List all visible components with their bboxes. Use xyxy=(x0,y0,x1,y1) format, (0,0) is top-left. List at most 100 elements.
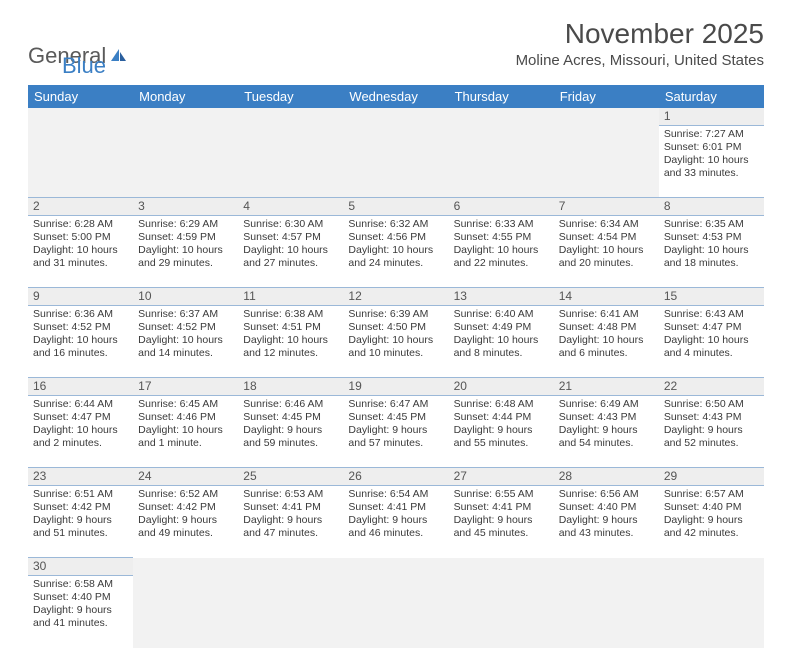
label: Daylight: xyxy=(664,244,708,256)
label: Daylight: xyxy=(348,424,392,436)
value: 6:57 AM xyxy=(705,488,744,500)
day-detail-cell: Sunrise: 6:41 AMSunset: 4:48 PMDaylight:… xyxy=(554,306,659,378)
label: Sunset: xyxy=(243,321,282,333)
weekday-header: Saturday xyxy=(659,85,764,108)
value: 4:43 PM xyxy=(597,411,636,423)
label: Daylight: xyxy=(664,514,708,526)
day-number-cell: 29 xyxy=(659,468,764,486)
label: Daylight: xyxy=(348,244,392,256)
label: Daylight: xyxy=(454,514,498,526)
label: Sunrise: xyxy=(348,218,389,230)
value: 5:00 PM xyxy=(72,231,111,243)
day-number-cell: 13 xyxy=(449,288,554,306)
value: 4:56 PM xyxy=(387,231,426,243)
day-number-cell: 4 xyxy=(238,198,343,216)
day-detail-cell: Sunrise: 6:50 AMSunset: 4:43 PMDaylight:… xyxy=(659,396,764,468)
label: Sunset: xyxy=(664,501,703,513)
label: Sunrise: xyxy=(138,308,179,320)
value: 4:46 PM xyxy=(177,411,216,423)
value: 6:46 AM xyxy=(285,398,324,410)
value: 6:41 AM xyxy=(600,308,639,320)
day-number-cell: 7 xyxy=(554,198,659,216)
day-number-cell: 16 xyxy=(28,378,133,396)
label: Daylight: xyxy=(33,334,77,346)
value: 6:43 AM xyxy=(705,308,744,320)
day-number-cell: 21 xyxy=(554,378,659,396)
day-detail-cell: Sunrise: 6:30 AMSunset: 4:57 PMDaylight:… xyxy=(238,216,343,288)
value: 4:57 PM xyxy=(282,231,321,243)
weekday-header-row: SundayMondayTuesdayWednesdayThursdayFrid… xyxy=(28,85,764,108)
label: Daylight: xyxy=(454,334,498,346)
label: Sunset: xyxy=(454,411,493,423)
day-number-row: 9101112131415 xyxy=(28,288,764,306)
day-number-cell xyxy=(28,108,133,126)
label: Daylight: xyxy=(454,424,498,436)
weekday-header: Sunday xyxy=(28,85,133,108)
label: Sunset: xyxy=(348,411,387,423)
calendar-head: SundayMondayTuesdayWednesdayThursdayFrid… xyxy=(28,85,764,108)
value: 4:47 PM xyxy=(72,411,111,423)
day-number-cell: 26 xyxy=(343,468,448,486)
label: Sunrise: xyxy=(664,488,705,500)
value: 4:45 PM xyxy=(282,411,321,423)
day-number-cell: 25 xyxy=(238,468,343,486)
day-number-cell xyxy=(449,558,554,576)
label: Sunset: xyxy=(559,411,598,423)
weekday-header: Thursday xyxy=(449,85,554,108)
day-number-cell xyxy=(133,558,238,576)
value: 6:51 AM xyxy=(74,488,113,500)
day-number-cell: 22 xyxy=(659,378,764,396)
day-number-cell xyxy=(343,558,448,576)
day-number-cell: 19 xyxy=(343,378,448,396)
value: 6:30 AM xyxy=(285,218,324,230)
label: Sunset: xyxy=(559,231,598,243)
day-detail-cell: Sunrise: 6:36 AMSunset: 4:52 PMDaylight:… xyxy=(28,306,133,378)
value: 4:51 PM xyxy=(282,321,321,333)
value: 4:40 PM xyxy=(597,501,636,513)
day-detail-row: Sunrise: 7:27 AMSunset: 6:01 PMDaylight:… xyxy=(28,126,764,198)
day-number-cell xyxy=(554,108,659,126)
day-detail-cell: Sunrise: 6:53 AMSunset: 4:41 PMDaylight:… xyxy=(238,486,343,558)
value: 7:27 AM xyxy=(705,128,744,140)
label: Daylight: xyxy=(559,334,603,346)
label: Sunrise: xyxy=(138,398,179,410)
label: Sunset: xyxy=(33,501,72,513)
value: 6:55 AM xyxy=(495,488,534,500)
day-detail-cell: Sunrise: 6:45 AMSunset: 4:46 PMDaylight:… xyxy=(133,396,238,468)
label: Daylight: xyxy=(559,424,603,436)
label: Sunrise: xyxy=(664,398,705,410)
label: Sunset: xyxy=(138,231,177,243)
label: Sunset: xyxy=(664,141,703,153)
month-title: November 2025 xyxy=(516,18,764,50)
day-number-cell: 11 xyxy=(238,288,343,306)
label: Sunrise: xyxy=(454,218,495,230)
value: 4:53 PM xyxy=(702,231,741,243)
day-detail-cell: Sunrise: 6:48 AMSunset: 4:44 PMDaylight:… xyxy=(449,396,554,468)
day-number-cell: 2 xyxy=(28,198,133,216)
label: Sunset: xyxy=(559,501,598,513)
day-detail-cell xyxy=(238,126,343,198)
day-number-cell xyxy=(238,558,343,576)
day-detail-cell: Sunrise: 6:32 AMSunset: 4:56 PMDaylight:… xyxy=(343,216,448,288)
label: Sunrise: xyxy=(348,488,389,500)
day-number-cell: 20 xyxy=(449,378,554,396)
calendar-body: 1Sunrise: 7:27 AMSunset: 6:01 PMDaylight… xyxy=(28,108,764,648)
day-number-cell: 12 xyxy=(343,288,448,306)
value: 6:29 AM xyxy=(180,218,219,230)
label: Sunset: xyxy=(138,501,177,513)
calendar-table: SundayMondayTuesdayWednesdayThursdayFrid… xyxy=(28,85,764,648)
label: Sunset: xyxy=(348,321,387,333)
label: Daylight: xyxy=(664,334,708,346)
day-number-cell: 14 xyxy=(554,288,659,306)
label: Sunset: xyxy=(33,321,72,333)
weekday-header: Wednesday xyxy=(343,85,448,108)
value: 4:41 PM xyxy=(282,501,321,513)
day-detail-cell: Sunrise: 6:28 AMSunset: 5:00 PMDaylight:… xyxy=(28,216,133,288)
value: 4:49 PM xyxy=(492,321,531,333)
day-number-cell: 8 xyxy=(659,198,764,216)
label: Daylight: xyxy=(664,154,708,166)
day-number-row: 30 xyxy=(28,558,764,576)
day-number-cell: 27 xyxy=(449,468,554,486)
day-number-cell: 15 xyxy=(659,288,764,306)
label: Daylight: xyxy=(138,424,182,436)
